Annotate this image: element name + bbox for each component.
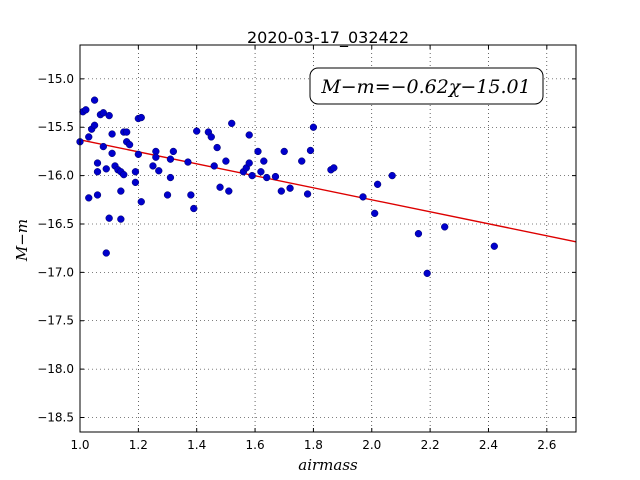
- fit-equation: M−m=−0.62χ−15.01: [320, 76, 530, 98]
- data-point: [490, 242, 498, 250]
- x-tick-label: 2.0: [362, 438, 381, 452]
- data-point: [93, 159, 102, 167]
- data-point: [184, 158, 192, 166]
- x-tick-label: 1.6: [246, 438, 265, 452]
- data-point: [166, 173, 175, 182]
- y-tick-label: −15.0: [37, 72, 74, 86]
- data-point: [93, 191, 102, 199]
- data-point: [169, 147, 178, 156]
- data-point: [193, 127, 201, 135]
- data-point: [105, 214, 113, 222]
- fit-line-group: [79, 139, 577, 243]
- y-tick-label: −15.5: [37, 120, 74, 134]
- data-point: [210, 162, 218, 170]
- fit-equation-box: M−m=−0.62χ−15.01: [309, 67, 544, 105]
- data-point: [90, 121, 99, 129]
- y-tick-label: −18.0: [37, 362, 74, 376]
- data-point: [163, 191, 172, 199]
- fit-line: [79, 139, 577, 243]
- data-point: [309, 123, 318, 131]
- data-point: [105, 111, 113, 120]
- plot-frame: [79, 44, 577, 433]
- data-point: [298, 157, 306, 165]
- data-point: [108, 149, 116, 158]
- data-point: [271, 172, 280, 181]
- data-point: [248, 171, 256, 180]
- data-point: [213, 143, 221, 152]
- data-point: [85, 133, 93, 141]
- data-point: [306, 146, 315, 155]
- data-point: [228, 119, 236, 128]
- data-point: [108, 130, 116, 138]
- y-tick-label: −16.0: [37, 169, 74, 183]
- data-point: [423, 269, 431, 277]
- x-tick-label: 1.0: [70, 438, 89, 452]
- data-point: [99, 109, 107, 117]
- data-point: [373, 180, 382, 188]
- data-point: [117, 187, 125, 195]
- data-point: [330, 164, 338, 172]
- y-tick-label: −17.0: [37, 265, 74, 279]
- data-point: [117, 215, 125, 223]
- data-point: [134, 150, 143, 158]
- data-point: [190, 204, 198, 213]
- data-point: [222, 157, 230, 165]
- data-point: [131, 178, 140, 187]
- y-tick-label: −18.5: [37, 410, 74, 424]
- data-point: [359, 193, 367, 201]
- x-axis-label: airmass: [298, 456, 358, 474]
- data-point: [254, 147, 262, 156]
- x-tick-label: 2.6: [537, 438, 556, 452]
- data-point: [155, 167, 163, 175]
- data-point: [99, 142, 107, 151]
- data-point: [102, 249, 110, 257]
- x-tick-label: 1.2: [129, 438, 148, 452]
- data-point: [260, 157, 268, 165]
- data-point: [225, 187, 233, 195]
- data-point: [102, 165, 110, 173]
- data-point: [137, 113, 145, 122]
- data-point: [441, 223, 449, 231]
- data-point: [137, 198, 145, 206]
- data-point: [245, 159, 253, 167]
- data-point: [414, 230, 423, 238]
- y-tick-label: −16.5: [37, 217, 74, 231]
- data-point: [93, 168, 102, 176]
- data-point: [125, 141, 134, 149]
- data-point: [149, 162, 157, 170]
- x-tick-label: 1.4: [187, 438, 206, 452]
- axis-ticks: 1.0 1.2 1.4 1.6 1.8 2.0 2.2 2.4 2.6 −15.0 −15.5 −16…: [37, 45, 576, 452]
- data-point: [82, 106, 90, 114]
- y-tick-label: −17.5: [37, 314, 74, 328]
- data-point: [166, 155, 175, 163]
- data-point: [152, 153, 160, 161]
- data-point: [280, 147, 288, 156]
- data-point: [245, 131, 253, 139]
- data-point: [90, 96, 99, 104]
- data-point: [187, 191, 195, 199]
- data-point: [303, 190, 312, 198]
- chart-title: 2020-03-17_032422: [247, 28, 409, 48]
- data-point: [263, 173, 271, 182]
- data-point: [123, 128, 131, 136]
- data-point: [257, 168, 265, 176]
- x-tick-label: 2.4: [479, 438, 498, 452]
- data-point: [277, 187, 285, 195]
- data-point: [120, 170, 128, 179]
- data-point: [207, 133, 215, 141]
- x-tick-label: 2.2: [421, 438, 440, 452]
- data-point: [85, 194, 93, 202]
- y-axis-label: M−m: [13, 219, 31, 262]
- data-point: [371, 209, 379, 217]
- x-tick-label: 1.8: [304, 438, 323, 452]
- data-point: [216, 183, 224, 191]
- data-point: [286, 184, 294, 192]
- fit-equation-frame: [309, 67, 544, 105]
- data-point: [388, 171, 396, 180]
- data-point: [131, 168, 140, 176]
- data-points: [76, 96, 498, 277]
